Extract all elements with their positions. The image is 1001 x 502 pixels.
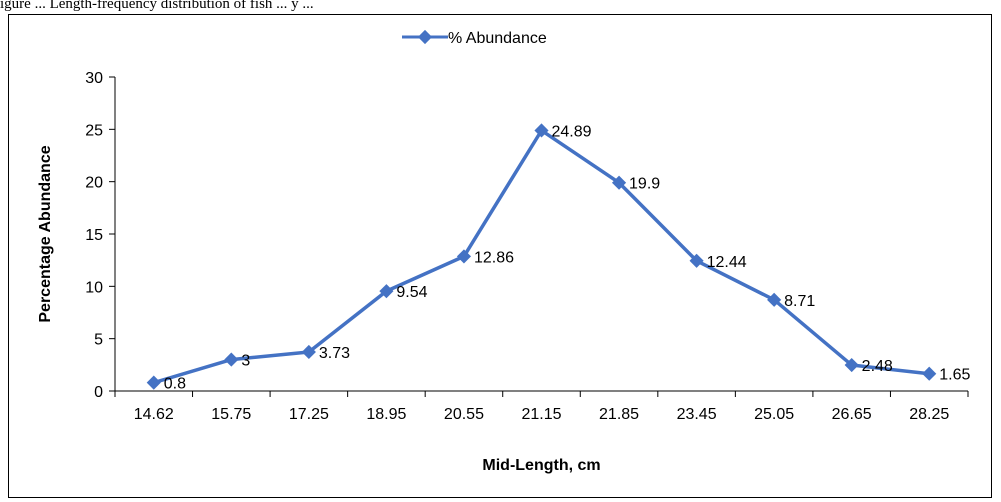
x-tick-label: 15.75 — [211, 406, 251, 423]
data-label: 24.89 — [552, 123, 592, 140]
data-label: 12.44 — [707, 254, 747, 271]
chart-frame — [8, 14, 992, 498]
series-line — [153, 128, 930, 385]
x-tick-label: 17.25 — [289, 406, 329, 423]
legend-label: % Abundance — [448, 30, 547, 47]
data-point-marker — [146, 375, 161, 390]
x-tick-label: 25.05 — [754, 406, 794, 423]
tick-labels: 0 5 10 15 20 25 30 14.62 15.75 17.25 18.95 20.55 21.… — [85, 70, 969, 423]
data-label: 3.73 — [319, 345, 350, 362]
data-point-marker — [379, 284, 394, 299]
y-tick-label: 5 — [94, 332, 103, 349]
x-tick-label: 21.85 — [599, 406, 639, 423]
y-axis-title: Percentage Abundance — [37, 145, 54, 322]
data-point-marker — [611, 175, 627, 190]
data-label: 9.54 — [396, 284, 427, 301]
y-tick-label: 30 — [85, 70, 103, 87]
series-abundance — [146, 123, 937, 390]
data-label: 8.71 — [784, 293, 815, 310]
data-point-marker — [456, 249, 472, 264]
x-axis-title: Mid-Length, cm — [482, 457, 600, 474]
x-tick-label: 14.62 — [134, 406, 174, 423]
x-tick-label: 21.15 — [521, 406, 561, 423]
data-label: 12.86 — [474, 249, 514, 266]
legend: % Abundance — [402, 29, 547, 47]
data-point-marker — [922, 366, 937, 381]
data-point-marker — [844, 357, 859, 373]
figure-caption-fragment: igure ... Length-frequency distribution … — [0, 0, 314, 12]
x-tick-label: 20.55 — [444, 406, 484, 423]
y-tick-label: 25 — [85, 122, 103, 139]
x-tick-label: 26.65 — [832, 406, 872, 423]
data-label: 1.65 — [939, 367, 970, 384]
legend-diamond-marker — [417, 29, 433, 45]
x-tick-label: 23.45 — [677, 406, 717, 423]
data-point-marker — [301, 344, 316, 360]
data-labels: 0.8 3 3.73 9.54 12.86 24.89 19.9 12.44 8.71 2.48 1… — [164, 123, 971, 392]
x-tick-label: 18.95 — [366, 406, 406, 423]
data-point-marker — [534, 123, 549, 138]
y-tick-label: 20 — [85, 175, 103, 192]
y-tick-label: 15 — [85, 227, 103, 244]
data-label: 19.9 — [629, 176, 660, 193]
data-label: 2.48 — [862, 358, 893, 375]
y-tick-label: 10 — [85, 279, 103, 296]
y-tick-label: 0 — [94, 384, 103, 401]
data-label: 0.8 — [164, 376, 186, 393]
data-point-marker — [767, 292, 782, 307]
data-point-marker — [224, 352, 239, 367]
data-point-marker — [689, 253, 704, 268]
data-label: 3 — [241, 353, 250, 370]
x-tick-label: 28.25 — [909, 406, 949, 423]
